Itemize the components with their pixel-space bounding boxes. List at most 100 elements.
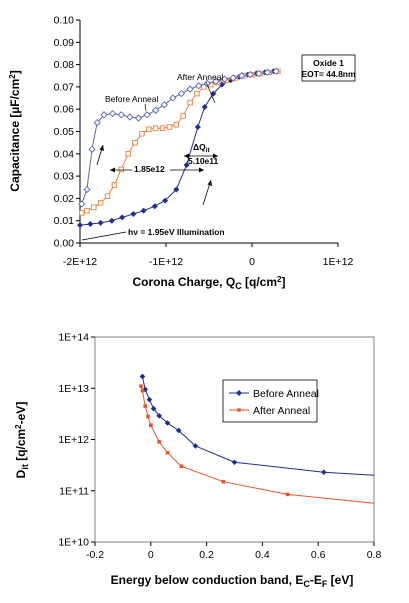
up-arrow-right-head <box>207 180 212 186</box>
oxide-box-line2: EOT= 44.8nm <box>301 69 356 79</box>
top-y-ticks: 0.00 0.01 0.02 0.03 0.04 0.05 0.06 0.07 0.08 0.09… <box>54 15 80 250</box>
top-series-0-point <box>130 211 137 218</box>
span-arrow-right <box>199 167 204 173</box>
top-series-0-point <box>119 214 126 221</box>
top-series-2-point <box>246 70 254 79</box>
top-y-tick-label: 0.01 <box>54 215 75 227</box>
top-series-2-point <box>126 113 134 121</box>
top-y-tick-label: 0.05 <box>54 126 75 138</box>
bottom-y-tick-label: 1E+14 <box>58 332 89 344</box>
chart-top: 0.00 0.01 0.02 0.03 0.04 0.05 0.06 0.07 0.08 0.09… <box>8 15 356 292</box>
top-series-2-point <box>83 185 91 194</box>
top-annotations: Before Anneal After Anneal ΔQit 5.10e11 … <box>81 54 356 241</box>
bottom-series-0-point <box>231 459 238 466</box>
after-anneal-label: After Anneal <box>177 72 223 82</box>
top-series-2-point <box>212 77 220 85</box>
top-x-ticks: -2E+12 -1E+12 0 1E+12 <box>63 243 353 268</box>
top-y-tick-label: 0.08 <box>54 59 75 71</box>
bottom-series-0-point <box>164 420 171 426</box>
delta-q-arrow-right <box>213 153 218 159</box>
before-anneal-leader <box>144 103 147 112</box>
top-series-2-point <box>272 67 280 75</box>
top-series-1-point <box>97 200 104 206</box>
top-series-0-point <box>173 186 180 193</box>
top-y-tick-label: 0.02 <box>54 193 75 205</box>
bottom-series-1-point <box>143 404 148 408</box>
top-series-2-point <box>177 89 186 98</box>
top-y-tick-label: 0.00 <box>54 238 75 250</box>
top-series-2-point <box>100 111 108 119</box>
span-value: 1.85e12 <box>134 164 165 174</box>
legend-box <box>222 379 318 423</box>
top-series-1-point <box>173 122 180 128</box>
oxide-box-line1: Oxide 1 <box>313 58 344 68</box>
bottom-y-axis-title: Dit [q/cm2-eV] <box>14 402 30 479</box>
top-series-1-point <box>180 113 186 119</box>
top-series-0-point <box>87 221 94 228</box>
top-series-2-point <box>117 111 125 119</box>
top-series-1-point <box>139 130 145 137</box>
top-series-0-point <box>162 197 169 204</box>
top-series-1-point <box>166 124 173 130</box>
bottom-x-tick-label: 0.4 <box>255 549 270 561</box>
top-y-tick-label: 0.10 <box>54 15 75 27</box>
bottom-series-0-point <box>175 427 182 434</box>
top-series-0-point <box>108 217 115 224</box>
top-x-axis-title: Corona Charge, QC [q/cm2] <box>133 275 286 291</box>
before-anneal-label: Before Anneal <box>105 94 159 104</box>
bottom-series-1-point <box>146 414 150 419</box>
top-series-1-point <box>78 210 85 216</box>
bottom-series-0-point <box>150 405 157 412</box>
bottom-x-tick-label: 0.2 <box>199 549 214 561</box>
top-series-2-point <box>152 106 160 114</box>
top-series-0-point <box>194 124 201 131</box>
legend-label-after: After Anneal <box>253 405 310 417</box>
legend-marker-before <box>236 390 242 396</box>
bottom-series-1-point <box>165 451 170 455</box>
bottom-y-ticks: 1E+10 1E+11 1E+12 1E+13 1E+14 <box>58 332 95 549</box>
bottom-series <box>139 373 375 504</box>
top-series-2-point <box>220 75 229 83</box>
bottom-series-1-point <box>140 388 145 393</box>
top-series-0-point <box>183 161 190 168</box>
top-series-0-point <box>151 203 158 210</box>
top-y-tick-label: 0.04 <box>54 148 75 160</box>
top-x-tick-label: -1E+12 <box>149 256 183 268</box>
delta-q-value: 5.10e11 <box>188 156 219 166</box>
top-series-2-point <box>109 110 117 118</box>
top-series-2-point <box>255 69 263 78</box>
top-series-0-point <box>97 219 104 226</box>
bottom-series-0-point <box>192 443 199 449</box>
top-x-tick-label: -2E+12 <box>63 256 97 268</box>
top-series-2-point <box>93 118 101 127</box>
top-series-1-point <box>152 125 159 131</box>
top-series-2-point <box>229 74 237 82</box>
bottom-x-tick-label: 0.6 <box>311 549 326 561</box>
delta-q-label: ΔQit <box>193 142 211 154</box>
top-series-2-point <box>203 79 211 88</box>
bottom-y-tick-label: 1E+11 <box>59 485 89 497</box>
chart-bottom: 1E+10 1E+11 1E+12 1E+13 1E+14 -0.2 0 0.2 0.4 0.6… <box>14 332 381 590</box>
top-y-axis-title: Capacitance [µF/cm2] <box>8 70 22 191</box>
top-x-tick-label: 0 <box>249 256 255 268</box>
top-series-0-point <box>218 81 225 88</box>
top-series-2-point <box>143 111 151 119</box>
top-series-2-point <box>160 101 168 109</box>
top-series-1-point <box>84 207 90 214</box>
bottom-y-tick-label: 1E+10 <box>58 537 89 549</box>
bottom-plot-area <box>94 336 375 543</box>
top-series-0-point <box>201 103 208 110</box>
top-series-1-point <box>91 204 97 211</box>
top-series-1-point <box>104 193 111 199</box>
span-arrow-left <box>110 167 115 173</box>
top-series-2-point <box>169 94 177 102</box>
top-series-2-point <box>88 145 96 153</box>
legend-label-before: Before Anneal <box>253 388 319 400</box>
bottom-x-tick-label: 0.8 <box>367 549 382 561</box>
bottom-legend: Before Anneal After Anneal <box>222 379 319 423</box>
oxide-box <box>301 54 356 82</box>
top-series-0-point <box>77 222 83 229</box>
top-series-2-point <box>238 72 246 80</box>
bottom-series-1-point <box>285 492 290 497</box>
